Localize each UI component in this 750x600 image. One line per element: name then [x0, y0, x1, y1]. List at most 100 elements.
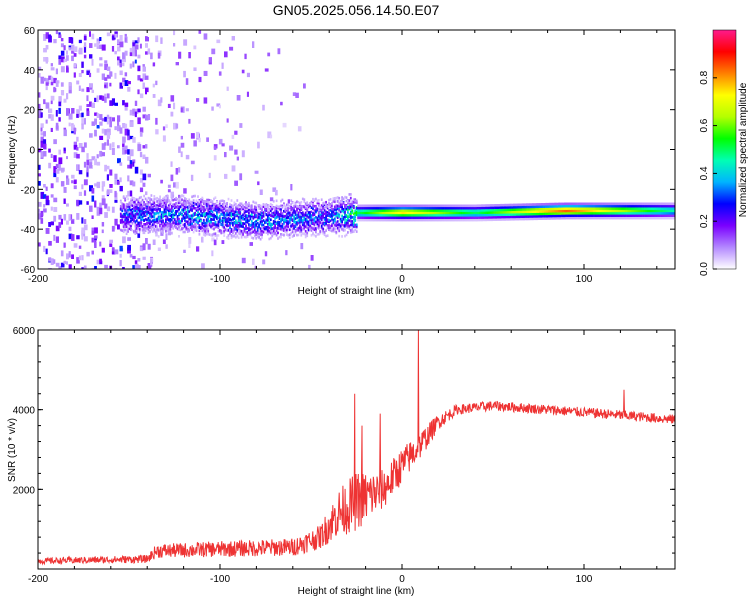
heatmap-cell: [494, 216, 496, 219]
heatmap-cell: [323, 209, 326, 212]
heatmap-cell: [367, 216, 370, 219]
heatmap-cell: [114, 72, 117, 79]
heatmap-cell: [531, 210, 534, 213]
heatmap-cell: [149, 206, 151, 209]
heatmap-cell: [277, 215, 279, 218]
heatmap-cell: [207, 212, 210, 215]
heatmap-cell: [552, 205, 555, 208]
heatmap-cell: [162, 126, 166, 131]
heatmap-cell: [127, 218, 129, 222]
heatmap-cell: [591, 214, 594, 217]
heatmap-cell: [192, 220, 195, 223]
heatmap-cell: [604, 216, 607, 220]
heatmap-cell: [358, 218, 361, 222]
heatmap-cell: [94, 235, 98, 239]
heatmap-cell: [230, 204, 233, 207]
heatmap-cell: [137, 206, 140, 210]
heatmap-cell: [243, 217, 246, 221]
heatmap-cell: [320, 222, 323, 225]
heatmap-cell: [214, 223, 217, 226]
heatmap-cell: [396, 216, 399, 219]
heatmap-cell: [418, 204, 421, 208]
heatmap-cell: [78, 113, 83, 118]
heatmap-cell: [472, 218, 475, 222]
heatmap-cell: [58, 157, 63, 165]
heatmap-cell: [453, 211, 456, 215]
heatmap-cell: [438, 216, 441, 219]
heatmap-cell: [530, 205, 533, 209]
heatmap-cell: [127, 237, 131, 241]
heatmap-cell: [281, 217, 284, 220]
heatmap-cell: [160, 224, 163, 232]
heatmap-cell: [399, 211, 402, 215]
heatmap-cell: [322, 207, 325, 210]
heatmap-cell: [207, 216, 210, 220]
heatmap-cell: [317, 204, 320, 207]
heatmap-cell: [432, 209, 435, 212]
heatmap-cell: [307, 203, 310, 207]
heatmap-cell: [165, 195, 169, 202]
heatmap-ytick-label: -40: [21, 225, 36, 236]
heatmap-cell: [117, 119, 120, 126]
heatmap-cell: [202, 228, 205, 231]
heatmap-cell: [137, 65, 141, 72]
heatmap-cell: [549, 202, 552, 206]
heatmap-cell: [565, 209, 568, 213]
heatmap-cell: [499, 213, 502, 217]
heatmap-cell: [665, 202, 668, 206]
heatmap-cell: [620, 204, 623, 208]
heatmap-cell: [409, 216, 412, 219]
heatmap-cell: [533, 205, 536, 209]
heatmap-cell: [387, 216, 390, 219]
heatmap-cell: [322, 201, 325, 205]
heatmap-cell: [217, 234, 220, 237]
heatmap-cell: [434, 216, 437, 219]
heatmap-cell: [540, 207, 543, 211]
heatmap-cell: [117, 56, 120, 61]
heatmap-cell: [269, 214, 272, 217]
heatmap-cell: [313, 198, 316, 201]
heatmap-cell: [48, 148, 51, 153]
heatmap-cell: [633, 214, 636, 217]
heatmap-cell: [166, 216, 169, 219]
heatmap-cell: [194, 202, 196, 206]
heatmap-cell: [590, 204, 592, 208]
heatmap-cell: [534, 207, 537, 211]
heatmap-cell: [242, 217, 244, 220]
heatmap-cell: [325, 234, 327, 238]
heatmap-cell: [109, 116, 112, 123]
heatmap-cell: [379, 214, 381, 217]
heatmap-cell: [217, 216, 220, 220]
heatmap-cell: [354, 225, 357, 228]
heatmap-cell: [83, 265, 87, 269]
heatmap-cell: [609, 214, 611, 217]
heatmap-cell: [597, 216, 600, 220]
heatmap-cell: [642, 204, 645, 208]
heatmap-cell: [424, 204, 426, 208]
heatmap-cell: [336, 223, 339, 227]
heatmap-cell: [315, 220, 317, 224]
heatmap-cell: [644, 202, 646, 206]
heatmap-cell: [333, 217, 336, 221]
heatmap-cell: [507, 206, 509, 209]
heatmap-cell: [163, 210, 166, 214]
heatmap-cell: [459, 216, 461, 219]
heatmap-cell: [320, 206, 323, 209]
heatmap-cell: [415, 204, 418, 208]
heatmap-cell: [53, 139, 57, 145]
heatmap-cell: [594, 214, 597, 217]
heatmap-cell: [40, 76, 45, 84]
heatmap-cell: [144, 211, 147, 214]
heatmap-cell: [96, 38, 100, 44]
heatmap-cell: [479, 213, 482, 217]
heatmap-cell: [280, 101, 283, 106]
heatmap-cell: [60, 50, 65, 56]
heatmap-cell: [577, 209, 579, 213]
heatmap-cell: [128, 207, 131, 210]
heatmap-cell: [316, 221, 319, 224]
heatmap-cell: [258, 223, 260, 227]
heatmap-cell: [499, 208, 502, 212]
heatmap-cell: [415, 211, 418, 215]
heatmap-cell: [259, 220, 262, 224]
heatmap-cell: [255, 208, 258, 212]
